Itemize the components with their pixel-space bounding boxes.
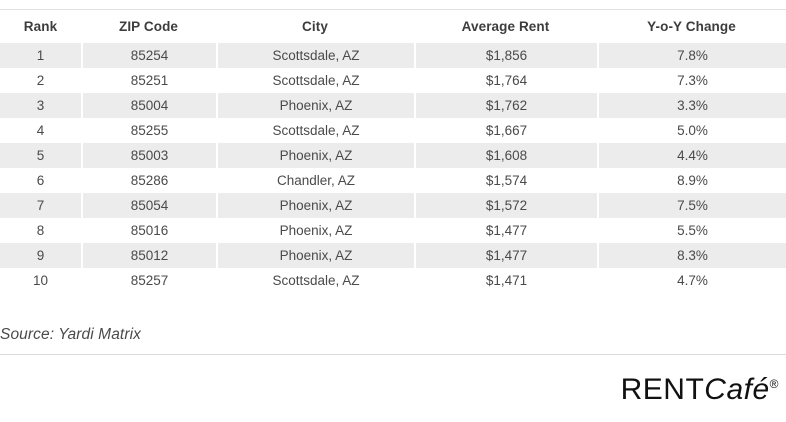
table-cell: 1: [0, 43, 81, 68]
table-body: 1 85254 Scottsdale, AZ $1,856 7.8% 2 85251 Scot…: [0, 43, 786, 293]
table-cell: 85286: [81, 168, 216, 193]
table-cell: 85003: [81, 143, 216, 168]
table-cell: 8: [36, 223, 45, 238]
table-cell: 9: [0, 243, 81, 268]
table-row: 3 85004 Phoenix, AZ $1,762 3.3%: [0, 93, 786, 118]
table-cell: 8.9%: [597, 168, 786, 193]
column-header-city: City: [302, 19, 328, 34]
table-cell: 10: [32, 273, 49, 288]
table-cell: $1,762: [414, 93, 597, 118]
footer-divider: [0, 354, 786, 355]
table-cell: 7.8%: [597, 43, 786, 68]
rent-table: Rank ZIP Code City Average Rent Y-o-Y Ch…: [0, 10, 786, 293]
table-cell: 4.7%: [597, 268, 786, 293]
registered-trademark-icon: ®: [769, 377, 779, 391]
table-cell: $1,471: [414, 268, 597, 293]
logo-row: RENTCafé®: [0, 375, 786, 405]
table-row: 7 85054 Phoenix, AZ $1,572 7.5%: [0, 193, 786, 218]
table-row: 2 85251 Scottsdale, AZ $1,764 7.3%: [0, 68, 786, 93]
table-cell: Phoenix, AZ: [216, 143, 414, 168]
table-cell: $1,667: [414, 118, 597, 143]
table-cell: 5: [0, 143, 81, 168]
table-cell: 5.0%: [597, 118, 786, 143]
table-cell: 85016: [81, 218, 216, 243]
table-cell: 5.5%: [597, 218, 786, 243]
table-cell: $1,477: [414, 243, 597, 268]
rent-table-container: Rank ZIP Code City Average Rent Y-o-Y Ch…: [0, 9, 786, 293]
rentcafe-logo[interactable]: RENTCafé®: [621, 375, 779, 405]
table-cell: Phoenix, AZ: [216, 218, 414, 243]
table-header: Rank ZIP Code City Average Rent Y-o-Y Ch…: [0, 10, 786, 43]
table-cell: 85004: [81, 93, 216, 118]
table-cell: $1,608: [414, 143, 597, 168]
table-row: 6 85286 Chandler, AZ $1,574 8.9%: [0, 168, 786, 193]
table-cell: 6: [36, 173, 45, 188]
table-cell: 85251: [81, 68, 216, 93]
table-cell: Phoenix, AZ: [216, 193, 414, 218]
column-header-rank: Rank: [23, 19, 58, 34]
logo-rent-text: RENT: [620, 373, 705, 406]
table-cell: 7.3%: [597, 68, 786, 93]
table-cell: Phoenix, AZ: [216, 93, 414, 118]
table-cell: 3.3%: [597, 93, 786, 118]
table-row: 8 85016 Phoenix, AZ $1,477 5.5%: [0, 218, 786, 243]
report-page: Rank ZIP Code City Average Rent Y-o-Y Ch…: [0, 9, 786, 422]
table-cell: $1,477: [414, 218, 597, 243]
table-cell: 7: [0, 193, 81, 218]
table-row: 10 85257 Scottsdale, AZ $1,471 4.7%: [0, 268, 786, 293]
table-cell: 3: [0, 93, 81, 118]
table-cell: $1,572: [414, 193, 597, 218]
header-row: Rank ZIP Code City Average Rent Y-o-Y Ch…: [0, 10, 786, 43]
table-cell: 85257: [81, 268, 216, 293]
table-cell: Scottsdale, AZ: [216, 118, 414, 143]
table-cell: Scottsdale, AZ: [216, 68, 414, 93]
column-header-change: Y-o-Y Change: [647, 19, 736, 34]
column-header-rent: Average Rent: [461, 19, 550, 34]
table-cell: 85255: [81, 118, 216, 143]
table-cell: Scottsdale, AZ: [216, 43, 414, 68]
table-cell: 7.5%: [597, 193, 786, 218]
table-cell: $1,764: [414, 68, 597, 93]
table-cell: 85054: [81, 193, 216, 218]
table-cell: 4.4%: [597, 143, 786, 168]
table-cell: Chandler, AZ: [216, 168, 414, 193]
table-cell: $1,574: [414, 168, 597, 193]
table-row: 1 85254 Scottsdale, AZ $1,856 7.8%: [0, 43, 786, 68]
logo-cafe-text: Café: [704, 373, 770, 406]
table-row: 9 85012 Phoenix, AZ $1,477 8.3%: [0, 243, 786, 268]
table-cell: $1,856: [414, 43, 597, 68]
table-row: 4 85255 Scottsdale, AZ $1,667 5.0%: [0, 118, 786, 143]
source-note: Source: Yardi Matrix: [0, 326, 141, 343]
table-cell: 85254: [81, 43, 216, 68]
column-header-zip: ZIP Code: [118, 19, 179, 34]
table-cell: Phoenix, AZ: [216, 243, 414, 268]
table-cell: 2: [36, 73, 45, 88]
table-cell: Scottsdale, AZ: [216, 268, 414, 293]
table-cell: 4: [36, 123, 45, 138]
table-cell: 8.3%: [597, 243, 786, 268]
table-row: 5 85003 Phoenix, AZ $1,608 4.4%: [0, 143, 786, 168]
table-cell: 85012: [81, 243, 216, 268]
